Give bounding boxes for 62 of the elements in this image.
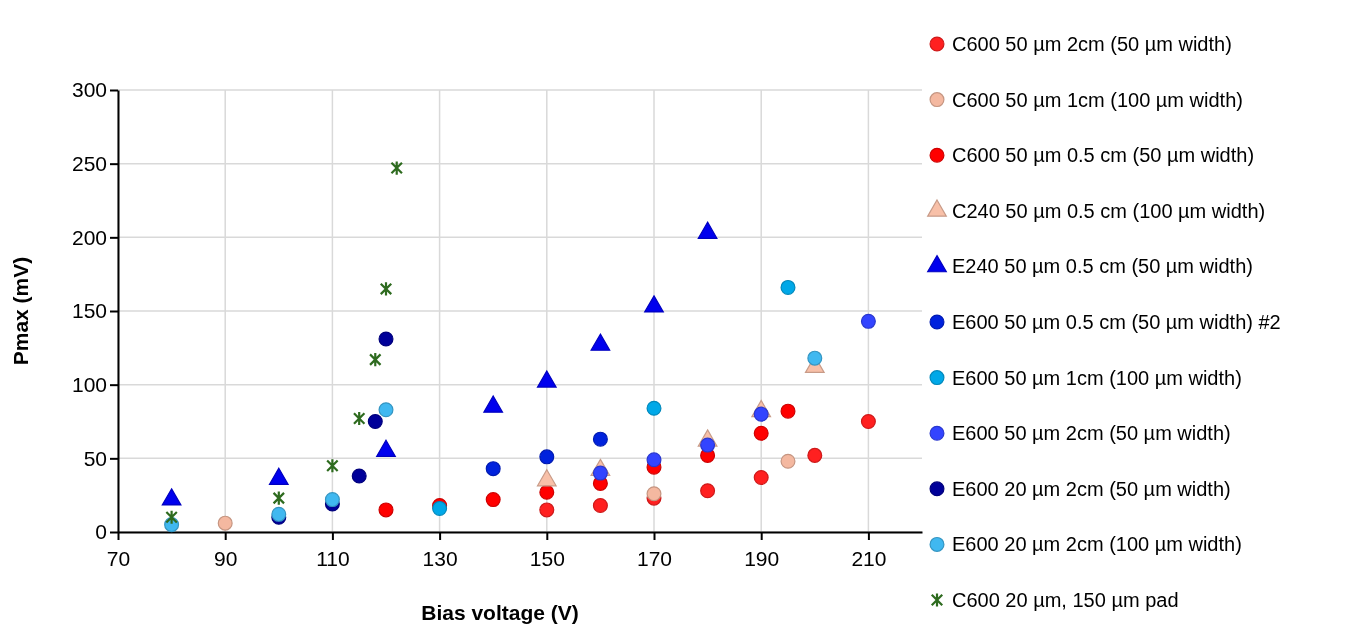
y-tick-label: 200	[71, 225, 107, 249]
point	[700, 483, 716, 499]
point	[539, 484, 555, 500]
point	[165, 509, 178, 525]
x-tick-label: 90	[214, 547, 238, 571]
y-tick-label: 0	[95, 520, 107, 544]
x-tick-label: 70	[106, 547, 131, 571]
legend-label: E600 50 µm 1cm (100 µm width)	[952, 366, 1242, 389]
point	[780, 403, 796, 419]
point	[646, 486, 662, 502]
point	[592, 497, 608, 513]
point	[390, 160, 404, 176]
y-tick-label: 250	[71, 151, 107, 175]
point	[539, 449, 555, 465]
x-axis-title: Bias voltage (V)	[421, 601, 579, 624]
point	[352, 410, 366, 427]
x-tick-label: 150	[529, 547, 565, 571]
y-tick-label: 300	[71, 78, 107, 102]
point	[326, 458, 339, 474]
point	[217, 515, 233, 531]
legend-label: E600 50 µm 0.5 cm (50 µm width) #2	[952, 311, 1281, 333]
point	[780, 453, 796, 469]
point	[378, 502, 394, 518]
x-tick-label: 190	[744, 547, 780, 571]
point	[753, 469, 769, 485]
point	[351, 468, 367, 484]
legend-label: E600 20 µm 2cm (100 µm width)	[952, 533, 1242, 556]
y-tick-label: 50	[83, 446, 107, 470]
point	[539, 502, 555, 518]
legend-label: C600 20 µm, 150 µm pad	[952, 589, 1179, 611]
point	[379, 281, 393, 297]
y-axis-title: Pmax (mV)	[9, 256, 32, 366]
point	[485, 492, 501, 508]
legend-label: E600 20 µm 2cm (50 µm width)	[952, 477, 1231, 500]
legend-label: E240 50 µm 0.5 cm (50 µm width)	[952, 255, 1253, 278]
point	[368, 351, 382, 368]
point	[367, 414, 383, 429]
legend-label: C600 50 µm 0.5 cm (50 µm width)	[952, 144, 1255, 167]
y-tick-label: 100	[71, 372, 107, 396]
point	[272, 490, 286, 506]
point	[485, 461, 501, 477]
point	[807, 447, 823, 463]
point	[378, 331, 394, 347]
point	[646, 452, 662, 468]
point	[860, 414, 876, 429]
legend-label: C240 50 µm 0.5 cm (100 µm width)	[952, 199, 1266, 222]
y-tick-label: 150	[71, 299, 107, 323]
legend-label: C600 50 µm 1cm (100 µm width)	[952, 88, 1243, 111]
point	[324, 492, 340, 508]
point	[378, 402, 394, 418]
point	[860, 313, 876, 329]
point	[807, 350, 823, 366]
x-tick-label: 210	[851, 547, 887, 571]
legend-label: E600 50 µm 2cm (50 µm width)	[952, 422, 1231, 445]
x-tick-label: 130	[422, 547, 458, 571]
point	[592, 431, 608, 447]
point	[646, 400, 662, 416]
point	[753, 425, 769, 441]
x-tick-label: 170	[636, 547, 673, 571]
x-tick-label: 110	[316, 547, 350, 571]
legend-label: C600 50 µm 2cm (50 µm width)	[952, 33, 1232, 55]
point	[780, 279, 796, 295]
